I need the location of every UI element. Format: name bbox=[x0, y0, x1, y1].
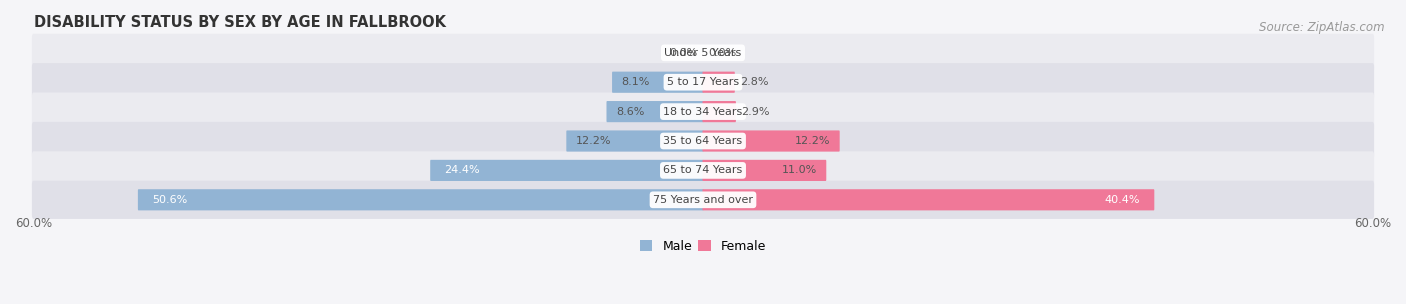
FancyBboxPatch shape bbox=[567, 130, 703, 152]
Text: Source: ZipAtlas.com: Source: ZipAtlas.com bbox=[1260, 21, 1385, 34]
Text: 11.0%: 11.0% bbox=[782, 165, 817, 175]
Text: 8.6%: 8.6% bbox=[616, 107, 644, 117]
Text: 0.0%: 0.0% bbox=[669, 48, 697, 58]
Text: 8.1%: 8.1% bbox=[621, 77, 650, 87]
Text: 2.8%: 2.8% bbox=[740, 77, 768, 87]
Text: 18 to 34 Years: 18 to 34 Years bbox=[664, 107, 742, 117]
FancyBboxPatch shape bbox=[703, 72, 735, 93]
FancyBboxPatch shape bbox=[32, 122, 1374, 160]
FancyBboxPatch shape bbox=[32, 151, 1374, 189]
Text: 24.4%: 24.4% bbox=[444, 165, 479, 175]
FancyBboxPatch shape bbox=[703, 101, 735, 122]
FancyBboxPatch shape bbox=[138, 189, 703, 210]
FancyBboxPatch shape bbox=[606, 101, 703, 122]
FancyBboxPatch shape bbox=[32, 63, 1374, 101]
FancyBboxPatch shape bbox=[32, 181, 1374, 219]
FancyBboxPatch shape bbox=[430, 160, 703, 181]
Text: 2.9%: 2.9% bbox=[741, 107, 769, 117]
FancyBboxPatch shape bbox=[32, 92, 1374, 131]
Legend: Male, Female: Male, Female bbox=[636, 235, 770, 258]
Text: 50.6%: 50.6% bbox=[152, 195, 187, 205]
Text: 12.2%: 12.2% bbox=[576, 136, 612, 146]
Text: 75 Years and over: 75 Years and over bbox=[652, 195, 754, 205]
Text: 12.2%: 12.2% bbox=[794, 136, 830, 146]
Text: 35 to 64 Years: 35 to 64 Years bbox=[664, 136, 742, 146]
Text: 0.0%: 0.0% bbox=[709, 48, 737, 58]
Text: 40.4%: 40.4% bbox=[1105, 195, 1140, 205]
Text: 65 to 74 Years: 65 to 74 Years bbox=[664, 165, 742, 175]
FancyBboxPatch shape bbox=[612, 72, 703, 93]
FancyBboxPatch shape bbox=[703, 189, 1154, 210]
Text: 5 to 17 Years: 5 to 17 Years bbox=[666, 77, 740, 87]
FancyBboxPatch shape bbox=[32, 34, 1374, 72]
FancyBboxPatch shape bbox=[703, 130, 839, 152]
FancyBboxPatch shape bbox=[703, 160, 827, 181]
Text: DISABILITY STATUS BY SEX BY AGE IN FALLBROOK: DISABILITY STATUS BY SEX BY AGE IN FALLB… bbox=[34, 15, 446, 30]
Text: Under 5 Years: Under 5 Years bbox=[665, 48, 741, 58]
